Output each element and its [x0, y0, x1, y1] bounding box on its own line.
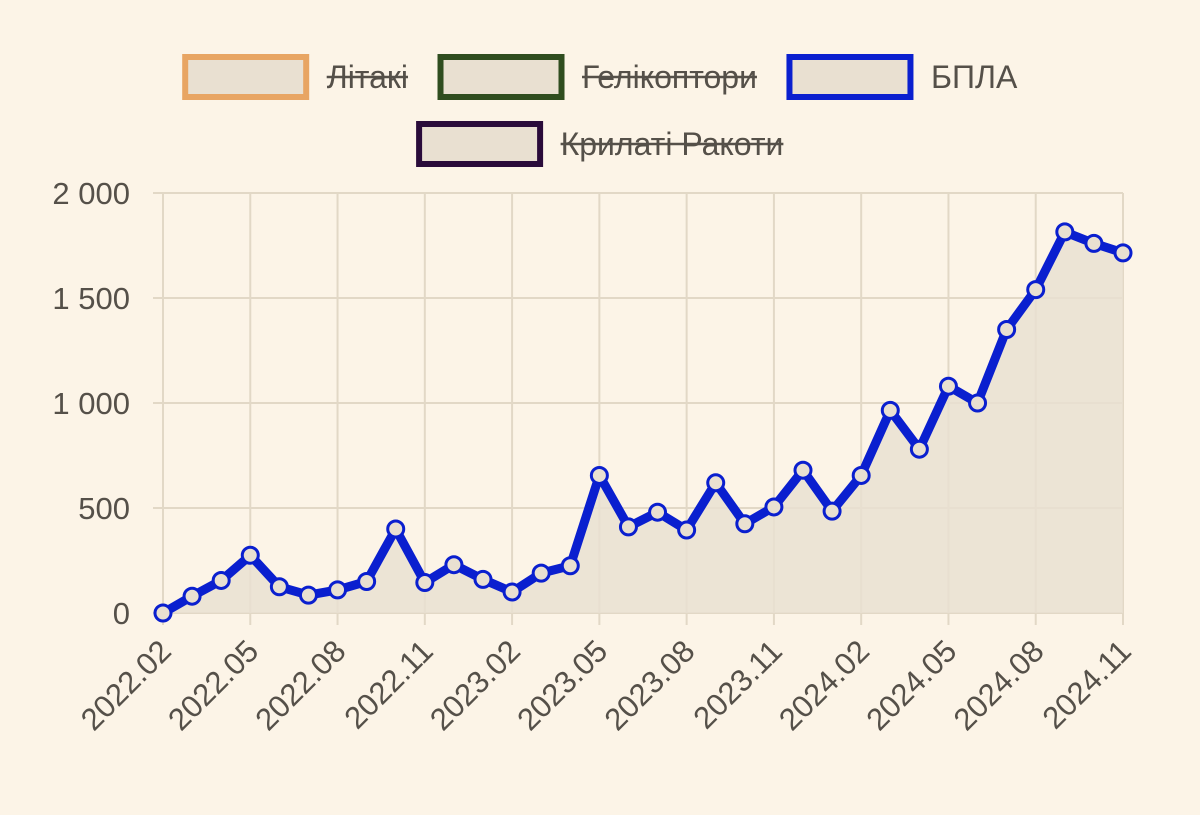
- legend-swatch-0: [182, 54, 310, 100]
- y-tick-label: 1 000: [52, 386, 130, 421]
- y-tick-label: 1 500: [52, 281, 130, 316]
- data-point[interactable]: [182, 586, 202, 606]
- y-axis: 0 500 1 000 1 500 2 000: [52, 176, 130, 631]
- y-tick-label: 0: [113, 596, 130, 631]
- data-point[interactable]: [851, 465, 871, 485]
- data-point[interactable]: [1055, 222, 1075, 242]
- legend-item-0[interactable]: Літакі: [182, 54, 409, 100]
- data-point[interactable]: [328, 580, 348, 600]
- data-point[interactable]: [444, 555, 464, 575]
- data-point[interactable]: [997, 320, 1017, 339]
- data-point[interactable]: [153, 603, 173, 623]
- legend-item-1[interactable]: Гелікоптори: [437, 54, 757, 100]
- legend: Літакі Гелікоптори БПЛА Крилаті Ракоти: [182, 54, 1018, 167]
- legend-swatch-3: [416, 121, 544, 167]
- data-point[interactable]: [211, 570, 231, 590]
- data-point[interactable]: [880, 400, 900, 420]
- series-line: [158, 227, 1128, 618]
- series-layer: [153, 222, 1133, 623]
- data-point[interactable]: [589, 465, 609, 485]
- data-point[interactable]: [822, 501, 842, 521]
- y-tick-label: 2 000: [52, 176, 130, 211]
- data-point[interactable]: [1113, 243, 1133, 263]
- data-point[interactable]: [764, 497, 784, 517]
- data-point[interactable]: [968, 393, 988, 413]
- data-point[interactable]: [618, 517, 638, 537]
- data-point[interactable]: [473, 569, 493, 589]
- data-point[interactable]: [735, 514, 755, 534]
- data-point[interactable]: [269, 577, 289, 597]
- data-point[interactable]: [502, 582, 522, 602]
- data-point[interactable]: [240, 545, 260, 565]
- data-point[interactable]: [386, 519, 406, 539]
- data-point[interactable]: [1084, 233, 1104, 253]
- legend-item-2[interactable]: БПЛА: [786, 54, 1018, 100]
- data-point[interactable]: [531, 563, 551, 583]
- data-point[interactable]: [298, 585, 318, 605]
- data-point[interactable]: [560, 556, 580, 576]
- data-point[interactable]: [357, 572, 377, 591]
- legend-swatch-2: [786, 54, 914, 100]
- data-point[interactable]: [706, 473, 726, 493]
- legend-label-2: БПЛА: [931, 59, 1018, 95]
- data-point[interactable]: [793, 460, 813, 480]
- data-point[interactable]: [1026, 280, 1046, 300]
- data-point[interactable]: [938, 376, 958, 396]
- data-point[interactable]: [648, 502, 668, 522]
- data-point[interactable]: [415, 573, 435, 593]
- data-point[interactable]: [677, 520, 697, 540]
- series-area: [163, 231, 1123, 613]
- y-tick-label: 500: [78, 491, 130, 526]
- legend-swatch-1: [437, 54, 565, 100]
- data-point[interactable]: [909, 439, 929, 459]
- legend-item-3[interactable]: Крилаті Ракоти: [416, 121, 784, 167]
